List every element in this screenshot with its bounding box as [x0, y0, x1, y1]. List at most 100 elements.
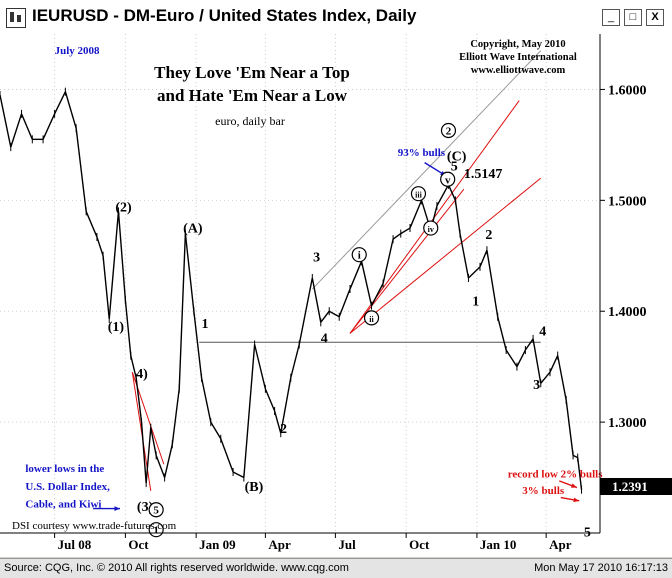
x-tick-label: Apr [268, 537, 291, 552]
y-tick-label: 1.3000 [608, 416, 647, 431]
price-segment [540, 371, 551, 384]
price-segment [178, 233, 187, 389]
price-segment [505, 349, 518, 368]
y-tick-label: 1.6000 [608, 83, 647, 98]
price-segment [124, 300, 132, 356]
channel-lower-line [349, 177, 542, 334]
chart-area: July 2008 (2) (1) (A) 4) (3) (B) 1 2 3 4 (C) 5 2 1 4 3 5 9… [0, 34, 672, 557]
price-segment [290, 344, 300, 378]
price-segment [232, 471, 245, 479]
price-segment [220, 438, 234, 473]
price-segment [85, 211, 98, 238]
price-segment [96, 236, 104, 256]
wave-circle [410, 186, 427, 202]
price-segment [320, 310, 330, 323]
wave-circle [440, 122, 457, 139]
price-segment [108, 211, 120, 320]
chart-annotation: 93% bulls [398, 147, 446, 159]
price-segment [253, 344, 267, 390]
chart-annotation: U.S. Dollar Index, [25, 481, 110, 493]
price-segment [243, 344, 256, 478]
close-button[interactable]: X [646, 9, 664, 26]
channel-upper-line [311, 50, 542, 290]
chart-annotation: 3% bulls [522, 485, 565, 497]
chart-annotation: 1.5147 [464, 167, 503, 182]
price-segment [447, 184, 457, 201]
wave-circle [423, 220, 439, 236]
price-segment [150, 427, 157, 456]
price-segment [171, 388, 180, 445]
price-segment [557, 355, 567, 401]
price-segment [565, 399, 574, 456]
bulls-2-arrow-head [570, 483, 577, 488]
y-tick-label: 1.4000 [608, 305, 647, 320]
price-segment [163, 444, 173, 478]
x-tick-label: Jan 10 [480, 537, 516, 552]
price-segment [10, 113, 23, 148]
wave-circle-label: iii [415, 191, 422, 200]
price-segment [409, 200, 423, 229]
x-tick-label: Oct [409, 537, 430, 552]
price-segment [328, 310, 340, 318]
x-tick-label: Jul 08 [58, 537, 92, 552]
price-segment [145, 427, 152, 484]
chart-app-icon [6, 8, 26, 28]
wave-circle-label: i [358, 250, 361, 262]
chart-annotation: lower lows in the [25, 463, 104, 475]
price-segment [130, 355, 137, 378]
wave-circle-label: 5 [153, 505, 159, 517]
price-segment [0, 94, 12, 148]
price-segment [486, 250, 499, 317]
price-segment [102, 255, 110, 320]
copyright-line-1: Copyright, May 2010 [470, 39, 565, 50]
price-chart: July 2008(2)(1)(A)4)(3)(B)1234(C)5214359… [0, 34, 672, 552]
price-segment [184, 233, 195, 312]
wave-circle [440, 171, 456, 187]
status-source-text: Source: CQG, Inc. © 2010 All rights rese… [4, 562, 349, 574]
price-segment [311, 277, 322, 323]
x-tick-label: Jul [338, 537, 356, 552]
price-segment [193, 311, 203, 378]
price-segment [436, 184, 450, 207]
chart-annotation: 1 [472, 295, 479, 310]
price-segment [200, 377, 212, 423]
price-segment [532, 338, 542, 384]
wave-circle [351, 247, 367, 263]
price-segment [400, 227, 411, 235]
price-segment [360, 261, 373, 306]
minimize-button[interactable]: _ [602, 9, 620, 26]
price-segment [467, 266, 481, 279]
price-segment [75, 128, 87, 212]
x-tick-label: Jan 09 [199, 537, 236, 552]
maximize-button[interactable]: □ [624, 9, 642, 26]
chart-annotation: 4 [321, 331, 328, 346]
price-segment [479, 249, 488, 268]
price-segment [135, 377, 143, 423]
price-segment [549, 355, 559, 373]
wave-circle-label: iv [428, 225, 434, 234]
price-segment [264, 388, 276, 412]
chart-annotation: 3 [533, 378, 540, 393]
x-tick-label: Oct [128, 537, 149, 552]
status-timestamp: Mon May 17 2010 16:17:13 [534, 562, 668, 574]
wave-circle [363, 310, 380, 326]
price-segment [516, 349, 527, 367]
copyright-line-3: www.elliottwave.com [471, 65, 566, 76]
price-segment [459, 233, 470, 279]
plot-background [0, 34, 600, 533]
chart-annotation: 5 [451, 159, 458, 174]
chart-annotation: (2) [115, 200, 132, 215]
chart-subtitle: euro, daily bar [215, 114, 285, 128]
price-segment [155, 455, 166, 478]
y-tick-label: 1.5000 [608, 194, 647, 209]
price-segment [497, 316, 507, 351]
price-segment [338, 288, 351, 318]
wave-circle-label: ii [369, 315, 374, 324]
window-titlebar: IEURUSD - DM-Euro / United States Index,… [0, 0, 672, 35]
price-segment [382, 238, 394, 284]
chart-annotation: Cable, and Kiwi [25, 498, 101, 510]
price-segment [20, 113, 33, 140]
status-bar: Source: CQG, Inc. © 2010 All rights rese… [0, 558, 672, 578]
chart-annotation: (B) [245, 480, 264, 495]
price-segment [117, 211, 127, 301]
